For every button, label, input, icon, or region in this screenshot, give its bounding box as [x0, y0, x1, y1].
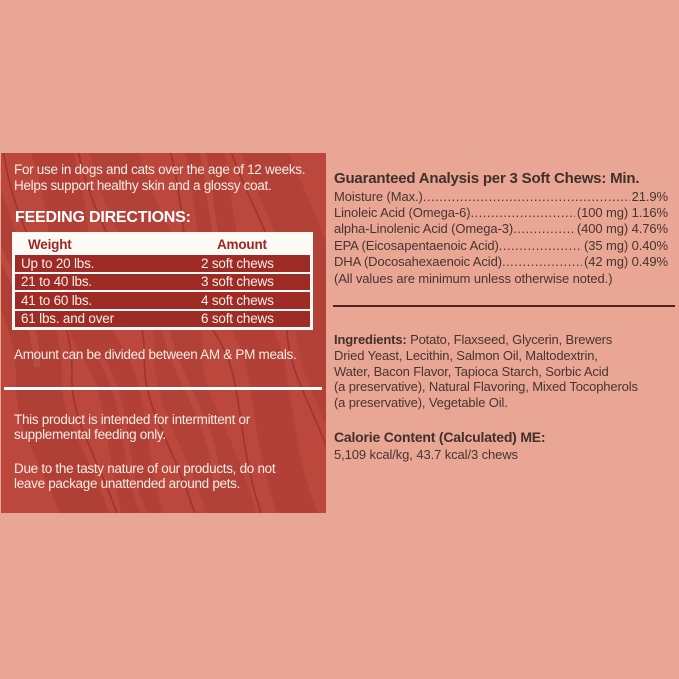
analysis-label: Moisture (Max.) — [334, 189, 423, 204]
weight-cell: 61 lbs. and over — [21, 311, 114, 327]
calorie-content-heading: Calorie Content (Calculated) ME: — [334, 429, 546, 445]
table-row: 61 lbs. and over 6 soft chews — [15, 310, 310, 327]
minimum-values-note: (All values are minimum unless otherwise… — [334, 271, 613, 286]
dot-leader — [470, 205, 574, 221]
tasty-warning-line-1: Due to the tasty nature of our products,… — [14, 461, 276, 476]
guaranteed-analysis-rows: Moisture (Max.) 21.9% Linoleic Acid (Ome… — [334, 189, 668, 270]
ingredients-text: Potato, Flaxseed, Glycerin, Brewers — [406, 332, 613, 347]
feeding-panel-content: For use in dogs and cats over the age of… — [1, 153, 326, 513]
dot-leader — [513, 221, 575, 237]
analysis-row-epa: EPA (Eicosapentaenoic Acid) (35 mg) 0.40… — [334, 238, 668, 254]
dot-leader — [499, 238, 582, 254]
table-row: 41 to 60 lbs. 4 soft chews — [15, 292, 310, 309]
ingredients-line: Dried Yeast, Lecithin, Salmon Oil, Malto… — [334, 347, 598, 363]
analysis-row-alpha-linolenic: alpha-Linolenic Acid (Omega-3) (400 mg) … — [334, 221, 668, 237]
weight-cell: 21 to 40 lbs. — [21, 274, 92, 290]
ingredients-block: Ingredients: Potato, Flaxseed, Glycerin,… — [334, 332, 638, 411]
feeding-table: Weight Amount Up to 20 lbs. 2 soft chews… — [12, 232, 313, 330]
feeding-table-header: Weight Amount — [15, 235, 310, 253]
table-row: Up to 20 lbs. 2 soft chews — [15, 255, 310, 272]
analysis-label: DHA (Docosahexaenoic Acid) — [334, 253, 502, 269]
analysis-value: (100 mg) 1.16% — [576, 205, 668, 221]
analysis-row-linoleic: Linoleic Acid (Omega-6) (100 mg) 1.16% — [334, 205, 668, 221]
bacon-pattern-illustration — [1, 153, 326, 513]
usage-intro-line-2: Helps support healthy skin and a glossy … — [14, 178, 272, 193]
ingredients-line: (a preservative), Natural Flavoring, Mix… — [334, 379, 638, 395]
tasty-warning-line-2: leave package unattended around pets. — [14, 476, 241, 491]
weight-cell: 41 to 60 lbs. — [21, 292, 92, 308]
analysis-row-moisture: Moisture (Max.) 21.9% — [334, 189, 668, 205]
usage-intro-line-1: For use in dogs and cats over the age of… — [14, 162, 306, 177]
ingredients-line: (a preservative), Vegetable Oil. — [334, 395, 508, 411]
analysis-row-dha: DHA (Docosahexaenoic Acid) (42 mg) 0.49% — [334, 254, 668, 270]
ingredients-line: Water, Bacon Flavor, Tapioca Starch, Sor… — [334, 363, 609, 379]
weight-column-header: Weight — [28, 236, 72, 252]
amount-cell: 2 soft chews — [201, 255, 274, 271]
analysis-label: Linoleic Acid (Omega-6) — [334, 205, 471, 221]
dot-leader — [502, 254, 582, 270]
ingredients-label: Ingredients: — [334, 332, 407, 347]
analysis-label: EPA (Eicosapentaenoic Acid) — [334, 237, 499, 253]
analysis-value: (35 mg) 0.40% — [584, 237, 668, 253]
amount-cell: 6 soft chews — [201, 311, 274, 327]
analysis-value: (400 mg) 4.76% — [576, 221, 668, 237]
amount-cell: 3 soft chews — [201, 274, 274, 290]
feeding-directions-heading: FEEDING DIRECTIONS: — [15, 209, 191, 226]
ingredients-line: Ingredients: Potato, Flaxseed, Glycerin,… — [334, 332, 638, 348]
calorie-content-value: 5,109 kcal/kg, 43.7 kcal/3 chews — [334, 447, 518, 462]
am-pm-note: Amount can be divided between AM & PM me… — [14, 347, 297, 362]
guaranteed-analysis-heading: Guaranteed Analysis per 3 Soft Chews: Mi… — [334, 170, 640, 187]
weight-cell: Up to 20 lbs. — [21, 255, 95, 271]
intermittent-feeding-line-2: supplemental feeding only. — [14, 427, 166, 442]
amount-cell: 4 soft chews — [201, 292, 274, 308]
feeding-directions-panel: For use in dogs and cats over the age of… — [1, 153, 326, 513]
panel-divider — [4, 387, 322, 390]
dot-leader — [423, 189, 630, 205]
intermittent-feeding-line-1: This product is intended for intermitten… — [14, 412, 250, 427]
analysis-value: (42 mg) 0.49% — [584, 253, 668, 269]
analysis-label: alpha-Linolenic Acid (Omega-3) — [334, 221, 514, 237]
analysis-value: 21.9% — [631, 189, 668, 204]
section-divider — [333, 305, 675, 307]
table-row: 21 to 40 lbs. 3 soft chews — [15, 273, 310, 290]
amount-column-header: Amount — [217, 236, 267, 252]
